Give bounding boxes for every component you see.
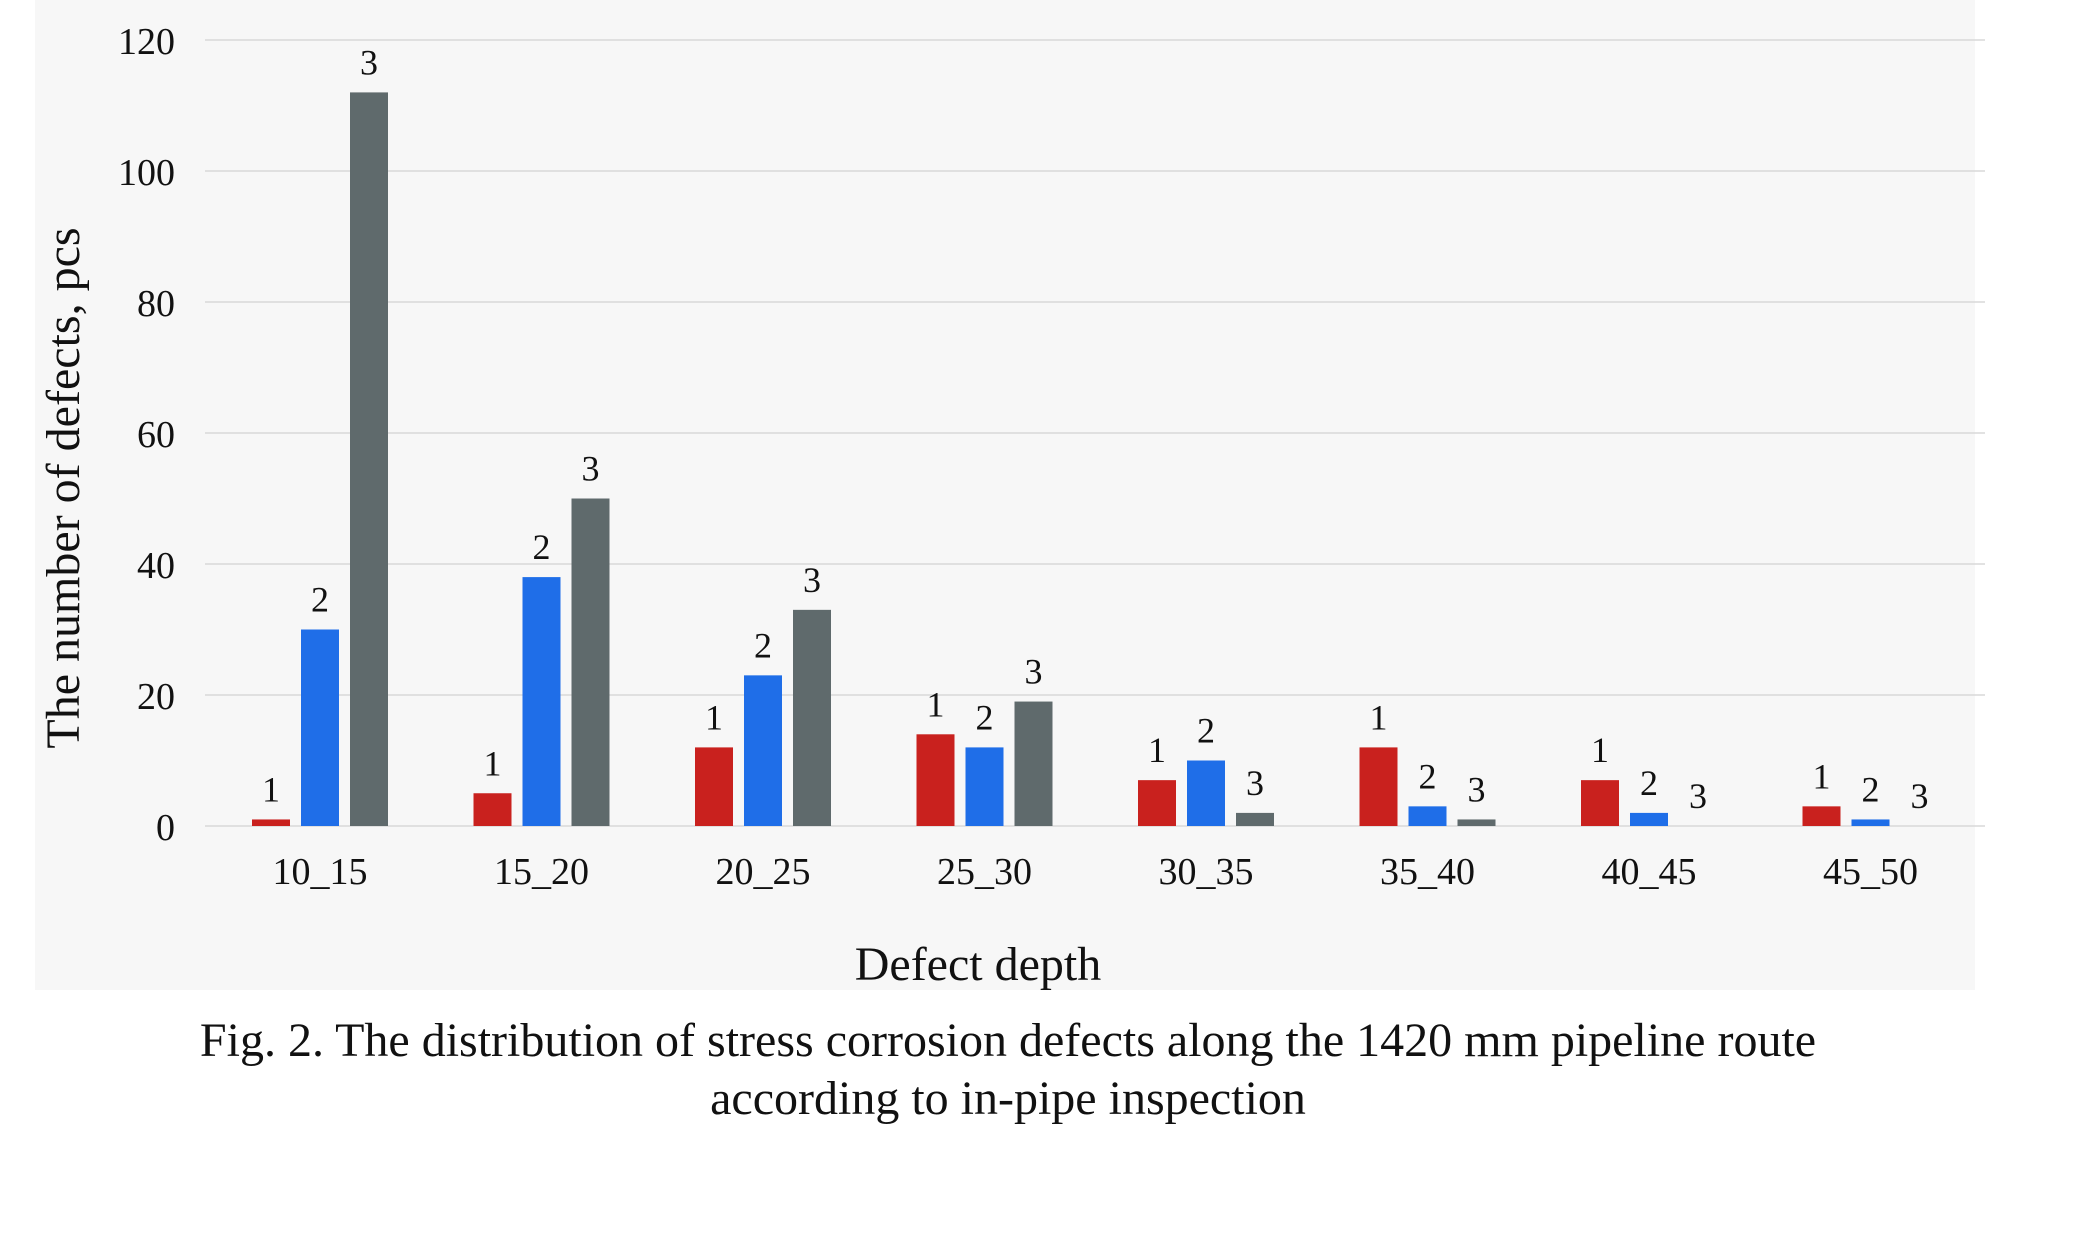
y-tick-label: 60 [137,414,175,456]
bar-label: 2 [311,580,329,620]
figure-caption: Fig. 2. The distribution of stress corro… [0,1012,2016,1128]
y-axis-title: The number of defects, pcs [37,227,90,748]
bar-label: 1 [705,697,723,737]
bar-label: 3 [1025,652,1043,692]
bar [1851,819,1890,826]
x-tick-label: 10_15 [273,851,368,893]
bar [350,92,388,826]
bar-label: 2 [1197,711,1215,751]
bar-label: 1 [1370,697,1388,737]
bar-label: 2 [976,697,994,737]
x-tick-label: 25_30 [937,851,1032,893]
x-tick-label: 45_50 [1823,851,1918,893]
bar [965,747,1004,826]
x-tick-label: 20_25 [716,851,811,893]
bar [1630,812,1668,826]
y-tick-label: 80 [137,283,175,325]
bar [1359,747,1398,826]
bar-label: 3 [1468,769,1486,809]
bar-label: 2 [1640,763,1658,803]
bar-label: 2 [533,527,551,567]
bar-label: 3 [1911,776,1929,816]
bar-label: 3 [582,449,600,489]
bar [1187,760,1225,826]
bar [473,793,512,826]
bar [1581,780,1619,826]
bar-label: 1 [484,743,502,783]
bar-label: 2 [754,625,772,665]
bar [695,747,733,826]
bar [916,734,955,826]
y-tick-label: 40 [137,545,175,587]
bar [301,629,339,826]
bar [1014,701,1053,826]
y-tick-label: 0 [156,807,175,849]
x-tick-label: 35_40 [1380,851,1475,893]
bar [1138,780,1176,826]
bar-label: 2 [1419,756,1437,796]
bar [1236,812,1274,826]
bar [793,609,831,826]
caption-line-2: according to in-pipe inspection [710,1072,1306,1125]
y-tick-label: 20 [137,676,175,718]
bar-label: 3 [803,560,821,600]
bar-chart: 02040608010012012310_1512315_2012320_251… [37,21,1985,991]
x-tick-label: 15_20 [494,851,589,893]
bar [744,675,782,826]
x-axis-title: Defect depth [855,938,1102,991]
bar [1408,806,1447,826]
x-tick-label: 30_35 [1159,851,1254,893]
bar [1802,806,1841,826]
caption-line-1: Fig. 2. The distribution of stress corro… [199,1014,1817,1067]
x-tick-label: 40_45 [1602,851,1697,893]
bar-label: 3 [360,42,378,82]
bar [1457,819,1496,826]
bar-label: 1 [1813,756,1831,796]
bar-label: 2 [1862,769,1880,809]
bar [522,577,561,826]
bar-label: 1 [1148,730,1166,770]
y-tick-label: 120 [118,21,175,63]
bar [571,498,610,826]
bar-label: 3 [1689,776,1707,816]
bar [252,819,290,826]
bar-label: 3 [1246,763,1264,803]
bar-label: 1 [1591,730,1609,770]
y-tick-label: 100 [118,152,175,194]
bar-label: 1 [927,684,945,724]
bar-label: 1 [262,769,280,809]
